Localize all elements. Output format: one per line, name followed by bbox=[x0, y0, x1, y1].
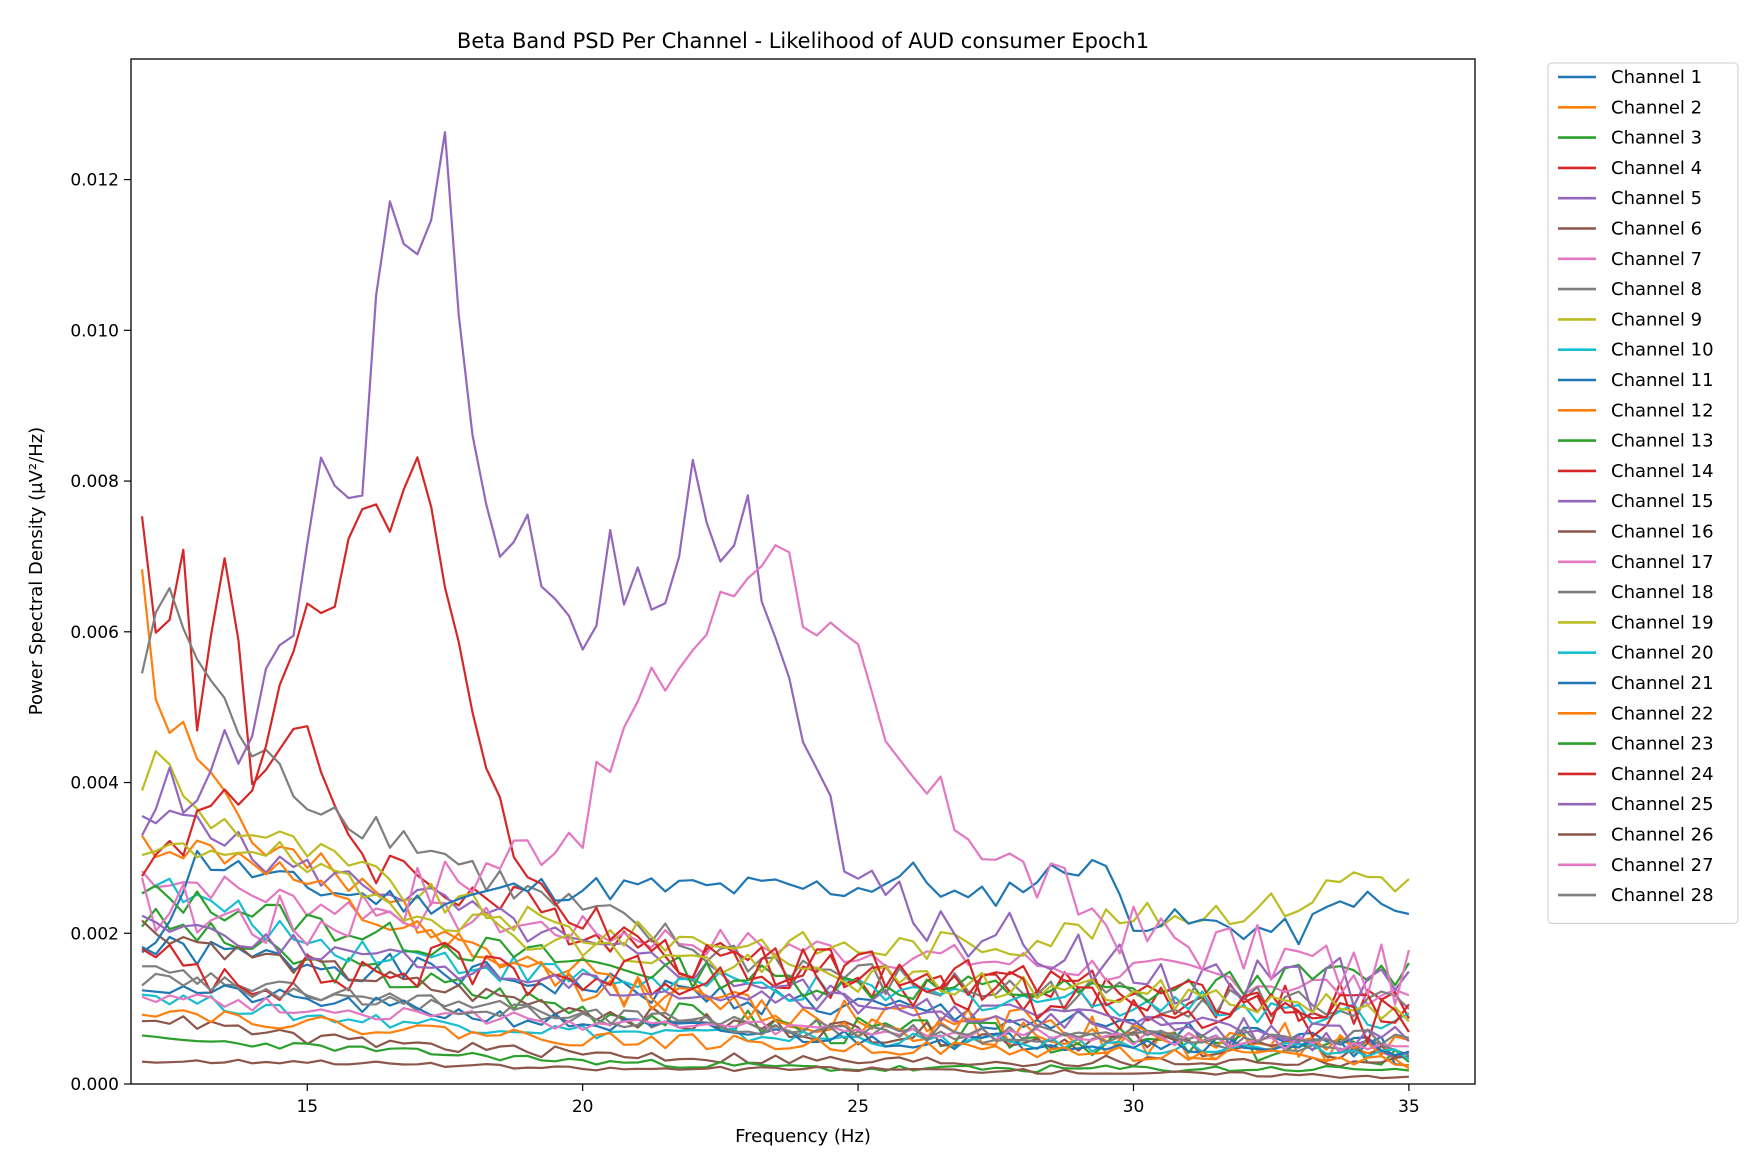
series-line-channel-10 bbox=[141, 877, 1410, 1030]
legend-label-channel-27: Channel 27 bbox=[1611, 855, 1714, 876]
legend-label-channel-9: Channel 9 bbox=[1611, 309, 1702, 330]
legend-label-channel-8: Channel 8 bbox=[1611, 279, 1702, 300]
series-line-channel-27 bbox=[141, 993, 1409, 1052]
x-axis-ticks: 15 20 25 30 35 bbox=[296, 1084, 1420, 1117]
x-tick-label: 30 bbox=[1123, 1097, 1145, 1117]
legend-label-channel-13: Channel 13 bbox=[1611, 431, 1714, 452]
y-tick-label: 0.012 bbox=[70, 171, 119, 191]
legend-label-channel-28: Channel 28 bbox=[1611, 885, 1714, 906]
legend-label-channel-26: Channel 26 bbox=[1611, 825, 1714, 846]
plot-frame bbox=[130, 58, 1476, 1085]
series-line-channel-24 bbox=[141, 941, 1410, 1044]
series-line-channel-23 bbox=[141, 1034, 1410, 1074]
legend-label-channel-6: Channel 6 bbox=[1611, 219, 1702, 240]
series-line-channel-11 bbox=[141, 849, 1410, 954]
series-line-channel-28 bbox=[141, 972, 1410, 1046]
x-axis-label: Frequency (Hz) bbox=[735, 1126, 871, 1147]
x-tick-label: 15 bbox=[296, 1097, 318, 1117]
x-tick-label: 25 bbox=[847, 1097, 869, 1117]
legend-label-channel-18: Channel 18 bbox=[1611, 582, 1714, 603]
legend-label-channel-23: Channel 23 bbox=[1611, 734, 1714, 755]
legend: Channel 1 Channel 2 Channel 3 Channel 4 Chan… bbox=[1547, 62, 1739, 924]
y-tick-label: 0.006 bbox=[70, 623, 119, 643]
legend-label-channel-3: Channel 3 bbox=[1611, 128, 1702, 149]
chart-title: Beta Band PSD Per Channel - Likelihood o… bbox=[457, 29, 1149, 53]
series-line-channel-26 bbox=[141, 1058, 1409, 1080]
legend-label-channel-1: Channel 1 bbox=[1611, 67, 1702, 88]
legend-label-channel-14: Channel 14 bbox=[1611, 461, 1714, 482]
legend-label-channel-25: Channel 25 bbox=[1611, 794, 1714, 815]
y-axis-ticks: 0.000 0.002 0.004 0.006 0.008 0.010 0.012 bbox=[70, 171, 131, 1095]
legend-label-channel-24: Channel 24 bbox=[1611, 764, 1714, 785]
legend-label-channel-11: Channel 11 bbox=[1611, 370, 1714, 391]
legend-label-channel-21: Channel 21 bbox=[1611, 673, 1714, 694]
y-tick-label: 0.010 bbox=[70, 321, 119, 341]
legend-label-channel-10: Channel 10 bbox=[1611, 340, 1714, 361]
legend-label-channel-20: Channel 20 bbox=[1611, 643, 1714, 664]
y-tick-label: 0.000 bbox=[70, 1075, 119, 1095]
series-line-channel-19 bbox=[141, 840, 1410, 1023]
legend-label-channel-19: Channel 19 bbox=[1611, 612, 1714, 633]
legend-label-channel-2: Channel 2 bbox=[1611, 97, 1702, 118]
series-line-channel-16 bbox=[141, 1015, 1410, 1068]
series-line-channel-13 bbox=[141, 884, 1410, 1003]
y-axis-label: Power Spectral Density (µV²/Hz) bbox=[26, 427, 47, 715]
legend-label-channel-4: Channel 4 bbox=[1611, 158, 1702, 179]
y-tick-label: 0.002 bbox=[70, 924, 119, 944]
series-line-channel-22 bbox=[141, 1009, 1409, 1067]
legend-label-channel-7: Channel 7 bbox=[1611, 249, 1702, 270]
legend-label-channel-17: Channel 17 bbox=[1611, 552, 1714, 573]
series-line-channel-14 bbox=[141, 456, 1410, 1024]
legend-label-channel-22: Channel 22 bbox=[1611, 703, 1714, 724]
series-line-channel-20 bbox=[141, 993, 1410, 1061]
series-line-channel-21 bbox=[141, 984, 1410, 1057]
y-tick-label: 0.004 bbox=[70, 774, 119, 794]
series-line-channel-5 bbox=[141, 809, 1410, 1059]
series-line-channel-2 bbox=[140, 569, 1410, 1070]
series-line-channel-15 bbox=[141, 131, 1410, 1016]
legend-label-channel-15: Channel 15 bbox=[1611, 491, 1714, 512]
series-line-channel-17 bbox=[140, 544, 1410, 1006]
series-line-channel-25 bbox=[141, 914, 1410, 1048]
legend-label-channel-12: Channel 12 bbox=[1611, 400, 1714, 421]
x-tick-label: 20 bbox=[572, 1097, 594, 1117]
x-tick-label: 35 bbox=[1398, 1097, 1420, 1117]
plot-lines bbox=[140, 131, 1410, 1080]
legend-label-channel-16: Channel 16 bbox=[1611, 522, 1714, 543]
legend-label-channel-5: Channel 5 bbox=[1611, 188, 1702, 209]
y-tick-label: 0.008 bbox=[70, 472, 119, 492]
legend-box bbox=[1547, 62, 1739, 924]
